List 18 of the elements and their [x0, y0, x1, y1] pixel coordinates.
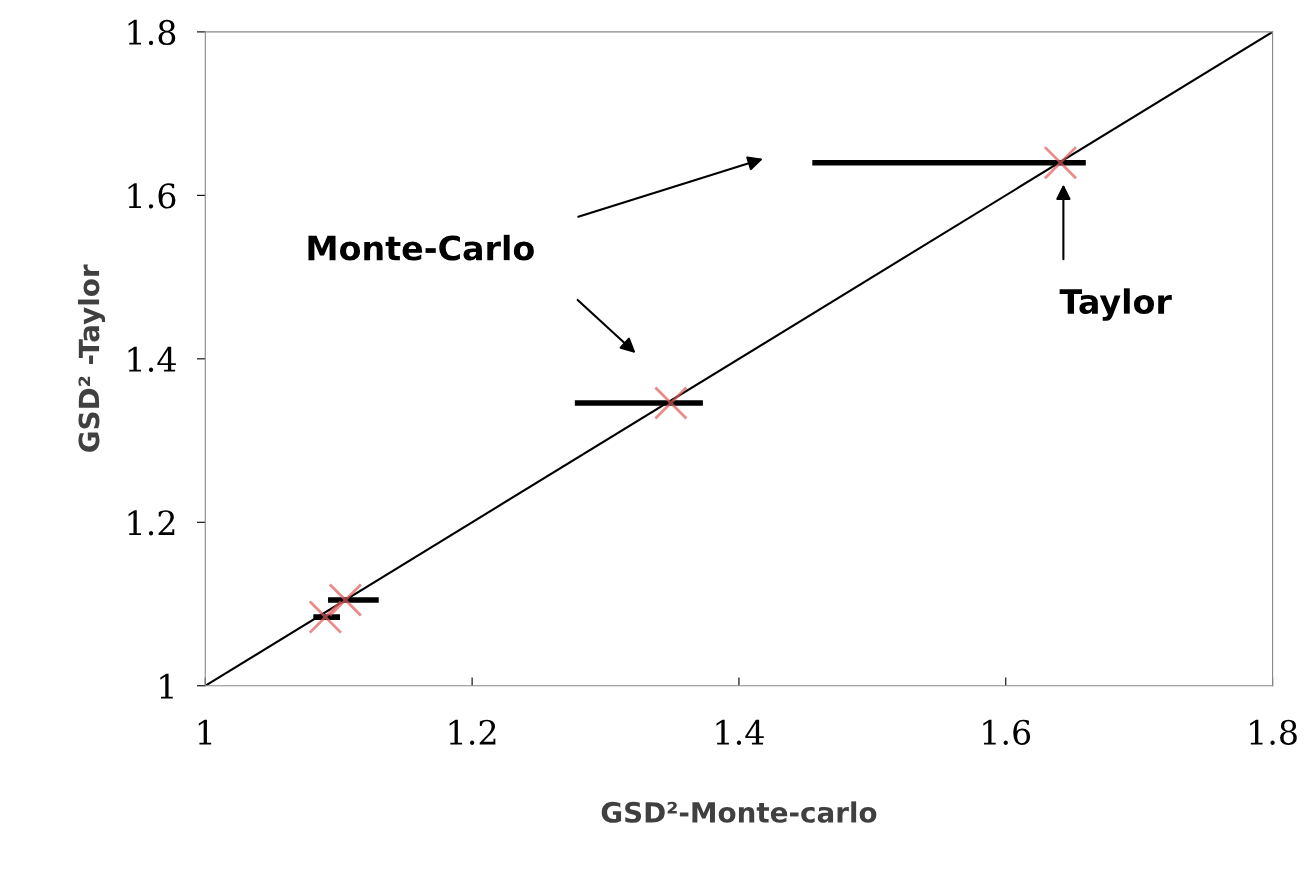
x-axis-title: GSD²-Monte-carlo — [601, 801, 877, 823]
point — [1043, 145, 1078, 180]
x-tick-label: 1.6 — [983, 719, 1031, 745]
y-tick-label: 1.2 — [128, 510, 175, 536]
y-tick-label: 1.6 — [128, 183, 176, 209]
x-tick-label: 1.8 — [1250, 719, 1297, 745]
y-tick-label: 1.8 — [128, 19, 176, 46]
x-tick-label: 1 — [198, 719, 212, 745]
y-axis-title: GSD² -Taylor — [77, 264, 106, 452]
y-tick-label: 1 — [160, 673, 173, 699]
y-tick-label: 1.4 — [128, 346, 176, 372]
annotation: Monte-Carlo — [308, 234, 534, 261]
x-tick-label: 1.2 — [449, 719, 496, 745]
point — [308, 600, 343, 635]
annotation: Taylor — [1059, 288, 1172, 321]
point — [328, 583, 363, 617]
x-tick-label: 1.4 — [716, 719, 764, 745]
point — [653, 386, 688, 420]
